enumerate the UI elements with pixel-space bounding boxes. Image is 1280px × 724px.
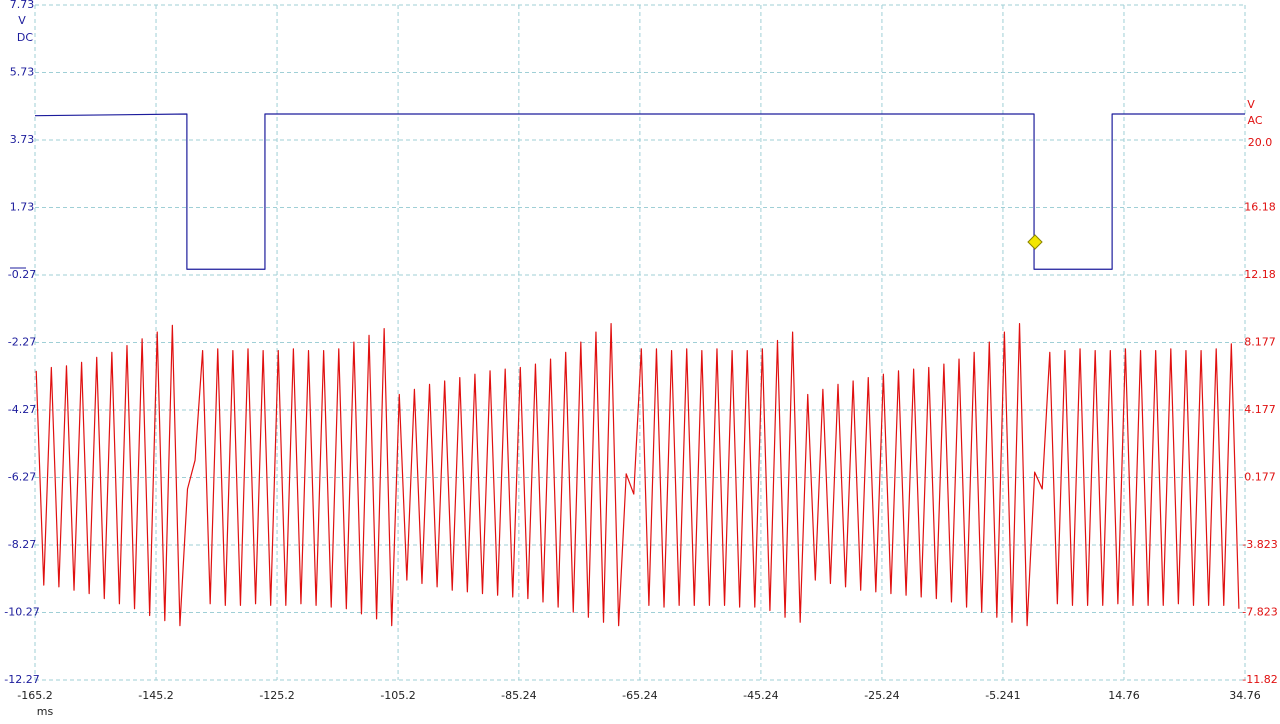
trigger-marker [1027, 234, 1043, 250]
x-tick-label: -25.24 [864, 689, 899, 702]
x-tick-label: -5.241 [985, 689, 1020, 702]
trace [34, 113, 1245, 270]
x-tick-label: -45.24 [743, 689, 778, 702]
y-tick-label: -2.27 [8, 336, 36, 349]
y2-tick-label: 4.177 [1244, 403, 1276, 416]
y-tick-label: -10.27 [4, 606, 39, 619]
y-tick-label: -0.27 [8, 268, 36, 281]
y-coupling: DC [17, 31, 33, 44]
y-tick-label: 3.73 [10, 133, 35, 146]
traces [34, 113, 1245, 627]
y-tick-label: -8.27 [8, 538, 36, 551]
y2-tick-label: 8.177 [1244, 336, 1276, 349]
x-tick-label: -65.24 [622, 689, 657, 702]
y-tick-label: 7.73 [10, 0, 35, 11]
y-tick-label: -6.27 [8, 471, 36, 484]
x-tick-label: -165.2 [17, 689, 52, 702]
y2-tick-label: -3.823 [1242, 538, 1277, 551]
x-tick-label: -145.2 [138, 689, 173, 702]
y2-unit: V [1247, 98, 1255, 111]
x-tick-label: -105.2 [380, 689, 415, 702]
y2-tick-label: -11.82 [1242, 673, 1277, 686]
x-tick-label: 34.76 [1229, 689, 1261, 702]
x-unit: ms [37, 705, 54, 718]
grid [34, 4, 1246, 681]
trace [35, 323, 1240, 627]
x-tick-label: 14.76 [1108, 689, 1140, 702]
y2-tick-label: 0.177 [1244, 471, 1276, 484]
y2-tick-label: 20.0 [1248, 136, 1273, 149]
y2-coupling: AC [1247, 114, 1262, 127]
y2-tick-label: -7.823 [1242, 606, 1277, 619]
x-tick-label: -85.24 [501, 689, 536, 702]
x-tick-label: -125.2 [259, 689, 294, 702]
y-tick-label: 5.73 [10, 66, 35, 79]
y2-tick-label: 12.18 [1244, 268, 1276, 281]
y-unit: V [18, 14, 26, 27]
y-tick-label: 1.73 [10, 201, 35, 214]
y2-tick-label: 16.18 [1244, 201, 1276, 214]
y-tick-label: -4.27 [8, 403, 36, 416]
y-tick-label: -12.27 [4, 673, 39, 686]
